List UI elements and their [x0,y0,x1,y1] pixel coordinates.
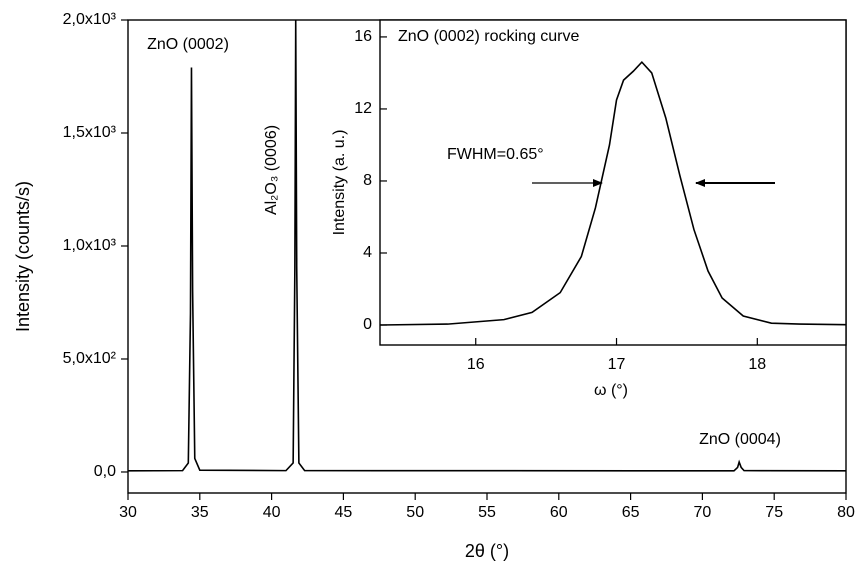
y-tick-label: 1,0x10³ [63,237,117,254]
y-tick-label: 12 [354,100,372,117]
y-tick-label: 0 [363,316,372,333]
x-tick-label: 17 [608,356,626,373]
x-tick-label: 50 [406,504,424,521]
y-tick-label: 4 [363,244,372,261]
y-axis-label: Intensity (counts/s) [13,181,33,332]
peak-label: ZnO (0002) [147,36,229,53]
y-tick-label: 2,0x10³ [63,11,117,28]
x-tick-label: 45 [335,504,353,521]
plot-area [380,20,846,345]
x-tick-label: 16 [467,356,485,373]
x-tick-label: 70 [694,504,712,521]
plot-frame [379,19,847,346]
y-tick-label: 8 [363,172,372,189]
y-tick-label: 16 [354,28,372,45]
x-tick-label: 60 [550,504,568,521]
series-group [380,60,846,326]
annotation: FWHM=0.65° [447,146,544,163]
data-line [380,60,846,326]
x-tick-label: 65 [622,504,640,521]
x-tick-label: 35 [191,504,209,521]
peak-label: ZnO (0004) [699,431,781,448]
x-tick-label: 80 [837,504,855,521]
x-axis-label: ω (°) [594,382,628,399]
data-line [128,20,846,472]
y-axis-label: Intensity (a. u.) [331,130,348,236]
x-axis-label: 2θ (°) [465,541,509,561]
x-tick-label: 18 [748,356,766,373]
y-tick-label: 5,0x10² [63,350,117,367]
peak-label: Al₂O₃ (0006) [263,125,280,215]
x-tick-label: 55 [478,504,496,521]
y-tick-label: 0,0 [94,463,116,480]
x-tick-label: 30 [119,504,137,521]
x-tick-label: 40 [263,504,281,521]
y-tick-label: 1,5x10³ [63,124,117,141]
series-group [128,20,846,472]
inset-title: ZnO (0002) rocking curve [398,28,580,45]
x-tick-label: 75 [765,504,783,521]
